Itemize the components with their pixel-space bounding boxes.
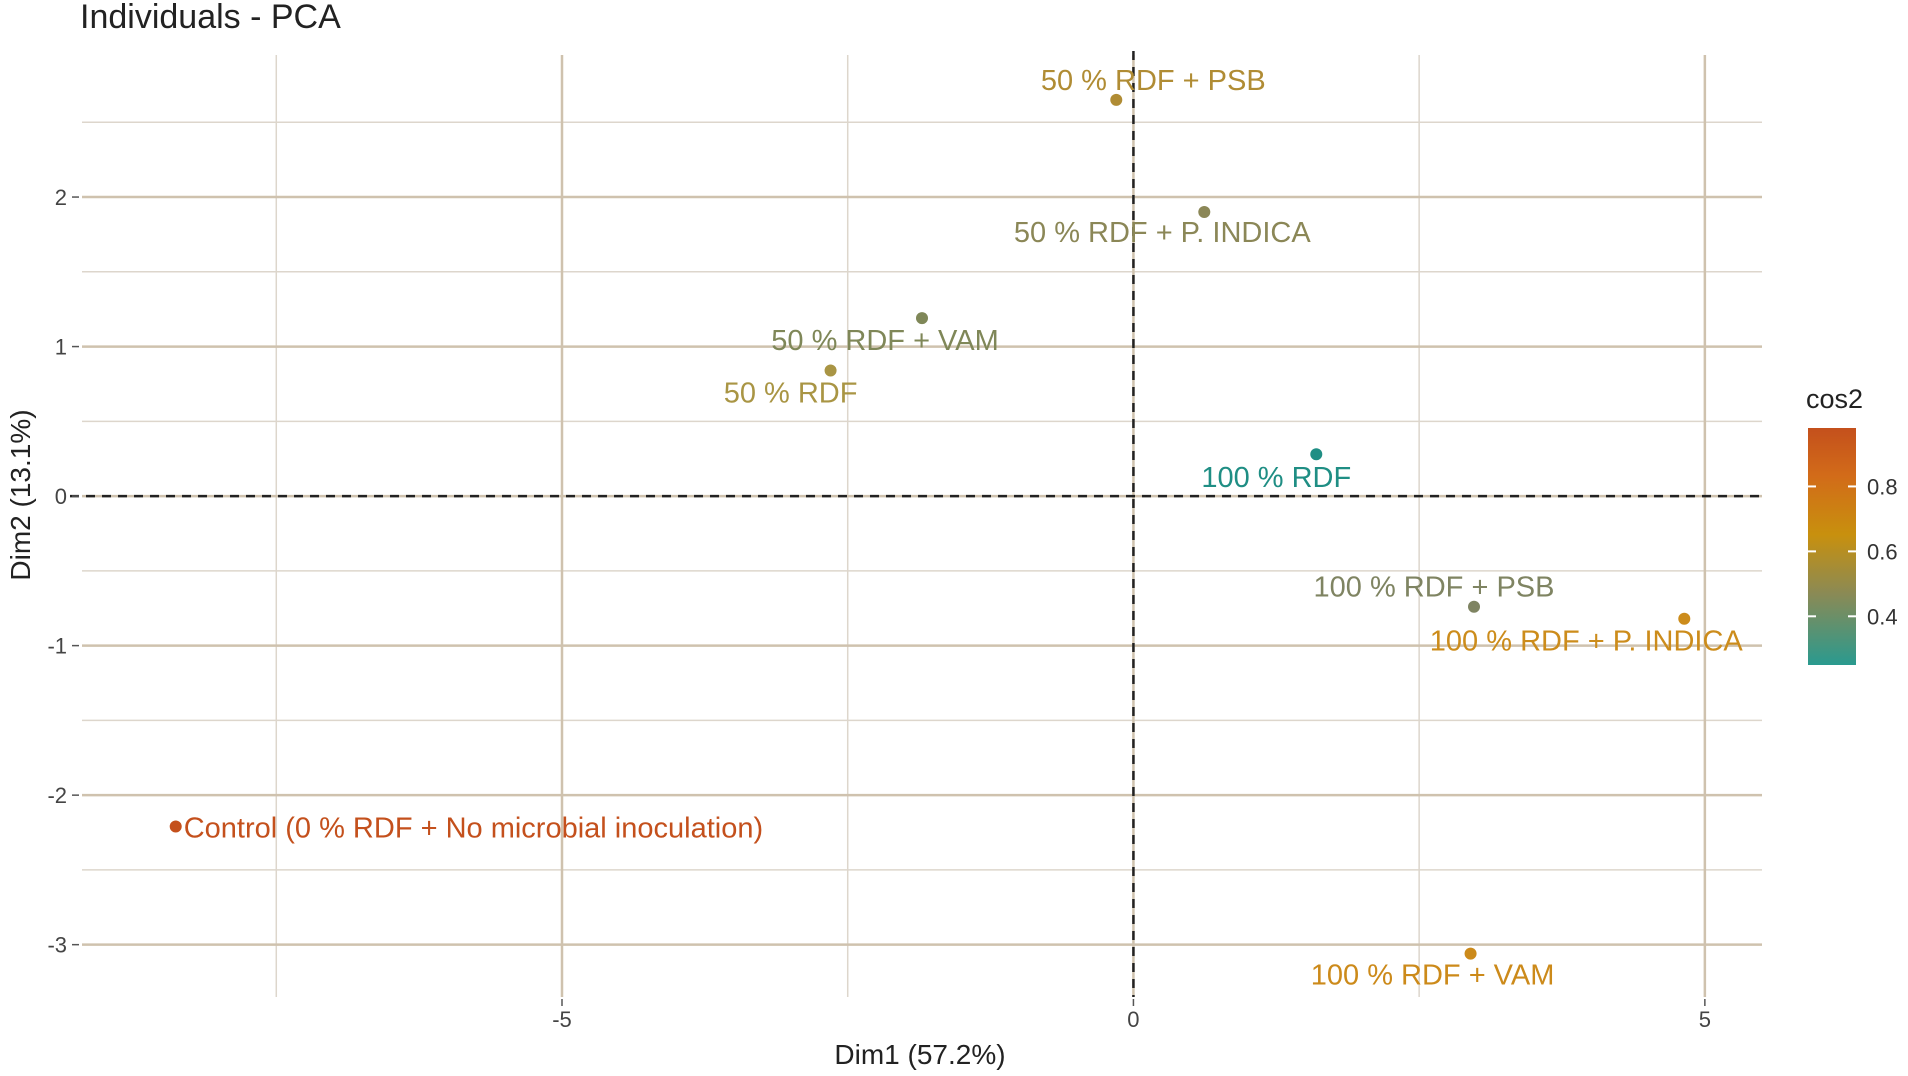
data-point: [916, 312, 928, 325]
legend-tick-label: 0.4: [1867, 604, 1898, 629]
point-label: 50 % RDF + P. INDICA: [1014, 217, 1311, 249]
data-point: [1310, 448, 1323, 461]
point-label: 100 % RDF + PSB: [1314, 572, 1555, 604]
reference-lines: [70, 51, 1762, 997]
y-tick-label: -2: [47, 783, 67, 808]
legend-ticks: 0.4 0.6 0.8: [1808, 474, 1898, 629]
y-tick-label: 1: [55, 335, 67, 360]
point-label: 50 % RDF + PSB: [1041, 65, 1266, 97]
x-tick-label: 0: [1127, 1007, 1139, 1032]
point-label: 100 % RDF: [1201, 462, 1351, 494]
y-tick-label: 2: [55, 185, 67, 210]
data-point: [824, 364, 837, 377]
point-label: 100 % RDF + P. INDICA: [1430, 626, 1744, 658]
grid: [82, 55, 1762, 997]
legend: cos2 0.4 0.6 0.8: [1806, 384, 1898, 665]
y-tick-label: -1: [47, 634, 67, 659]
data-point: [1110, 93, 1123, 106]
legend-title: cos2: [1806, 384, 1863, 414]
legend-tick-label: 0.8: [1867, 474, 1898, 499]
point-label: 50 % RDF + VAM: [771, 325, 999, 357]
legend-colorbar: [1808, 428, 1856, 665]
point-label: 50 % RDF: [724, 377, 858, 409]
points-layer: 50 % RDF + PSB 50 % RDF + P. INDICA 50 % R…: [169, 65, 1744, 992]
chart-title: Individuals - PCA: [80, 0, 341, 36]
x-tick-label: 5: [1699, 1007, 1711, 1032]
point-label: Control (0 % RDF + No microbial inoculat…: [184, 813, 763, 845]
axis-ticks: -3 -2 -1 0 1 2 -5 0 5: [47, 185, 1711, 1032]
x-tick-label: -5: [552, 1007, 572, 1032]
data-point: [1464, 947, 1477, 960]
legend-tick-label: 0.6: [1867, 539, 1898, 564]
data-point: [1198, 206, 1211, 218]
y-axis-title: Dim2 (13.1%): [5, 409, 36, 580]
data-point: [1678, 612, 1691, 625]
data-point: [169, 820, 182, 833]
y-tick-label: -3: [47, 933, 67, 958]
point-label: 100 % RDF + VAM: [1311, 960, 1555, 992]
y-tick-label: 0: [55, 484, 67, 509]
x-axis-title: Dim1 (57.2%): [834, 1039, 1005, 1070]
data-point: [1468, 600, 1480, 613]
